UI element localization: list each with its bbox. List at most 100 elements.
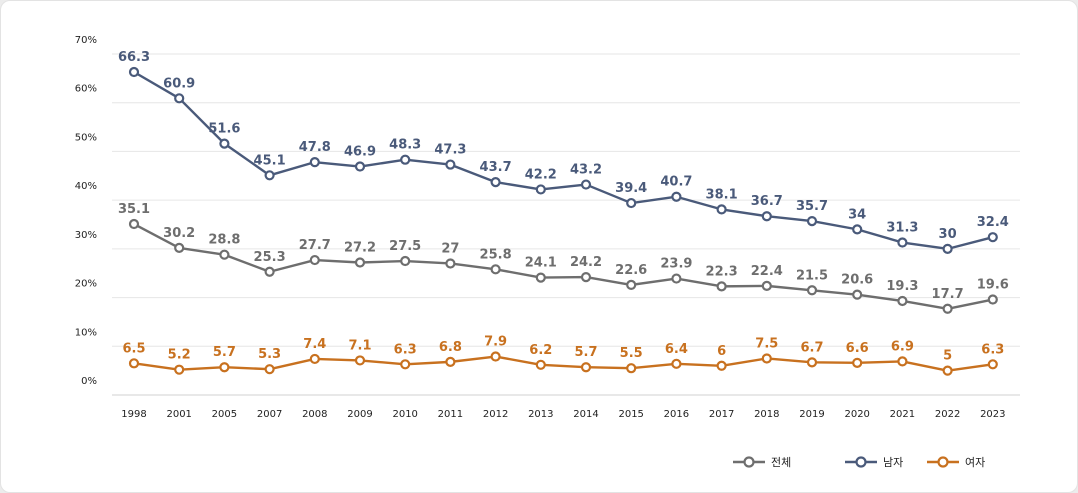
x-tick-label: 2008 xyxy=(302,409,327,420)
data-point xyxy=(354,355,366,366)
x-tick-label: 2018 xyxy=(754,409,779,420)
data-label: 20.6 xyxy=(841,273,873,288)
data-point xyxy=(490,264,501,275)
data-label: 23.9 xyxy=(660,257,692,272)
data-point xyxy=(535,184,546,195)
data-point xyxy=(761,211,772,222)
data-label: 66.3 xyxy=(118,50,150,65)
data-point xyxy=(987,232,998,243)
data-point xyxy=(626,279,637,291)
data-label: 43.2 xyxy=(570,163,602,178)
data-label: 6.6 xyxy=(846,341,869,356)
x-tick-label: 2014 xyxy=(573,409,598,420)
data-point xyxy=(897,237,908,248)
data-point xyxy=(400,359,411,370)
data-label: 5.5 xyxy=(620,346,643,361)
y-tick-label: 20% xyxy=(75,279,97,290)
x-tick-label: 2012 xyxy=(483,409,508,420)
series-line xyxy=(133,70,994,251)
x-tick-label: 2007 xyxy=(257,409,282,420)
data-point xyxy=(716,281,727,292)
x-tick-label: 2009 xyxy=(347,409,372,420)
data-label: 19.3 xyxy=(886,279,918,294)
data-point xyxy=(535,359,546,370)
data-point xyxy=(806,285,818,296)
data-label: 40.7 xyxy=(660,175,692,190)
data-point xyxy=(580,179,592,190)
y-tick-label: 60% xyxy=(75,84,97,95)
data-label: 25.8 xyxy=(480,247,512,262)
data-label: 25.3 xyxy=(254,250,286,265)
legend-swatch-marker xyxy=(937,456,949,468)
x-tick-label: 2021 xyxy=(890,409,915,420)
data-label: 51.6 xyxy=(208,122,240,137)
data-label: 32.4 xyxy=(977,215,1009,230)
data-label: 6.2 xyxy=(529,343,552,358)
data-label: 47.3 xyxy=(434,143,466,158)
y-tick-label: 70% xyxy=(75,35,97,46)
series-line xyxy=(133,355,993,372)
data-point xyxy=(445,258,456,269)
series-line xyxy=(133,222,994,310)
data-label: 60.9 xyxy=(163,76,195,91)
data-label: 42.2 xyxy=(525,167,557,182)
data-point xyxy=(852,289,863,300)
data-label: 48.3 xyxy=(389,138,421,153)
data-label: 34 xyxy=(848,207,866,222)
data-point xyxy=(219,138,230,149)
data-label: 30.2 xyxy=(163,226,195,241)
data-label: 39.4 xyxy=(615,181,647,196)
data-point xyxy=(400,255,411,267)
data-point xyxy=(806,215,818,227)
data-label: 5.2 xyxy=(168,348,191,363)
data-point xyxy=(761,280,772,291)
x-tick-label: 2020 xyxy=(844,409,869,420)
data-label: 5.7 xyxy=(213,345,236,360)
x-tick-label: 2019 xyxy=(799,409,824,420)
data-point xyxy=(761,353,772,364)
data-label: 7.5 xyxy=(755,336,778,351)
data-point xyxy=(174,93,185,104)
data-point xyxy=(128,218,140,230)
data-point xyxy=(490,177,501,188)
data-label: 27.2 xyxy=(344,240,376,255)
data-point xyxy=(445,159,456,170)
data-label: 36.7 xyxy=(751,194,783,209)
y-tick-label: 40% xyxy=(75,181,97,192)
data-point xyxy=(987,294,998,305)
data-point xyxy=(942,303,953,314)
data-point xyxy=(309,157,320,168)
x-tick-label: 2017 xyxy=(709,409,734,420)
data-point xyxy=(219,249,230,260)
data-label: 7.4 xyxy=(303,337,326,352)
data-point xyxy=(897,295,908,307)
data-label: 7.1 xyxy=(348,338,371,353)
data-label: 27.5 xyxy=(389,239,421,254)
data-label: 6.9 xyxy=(891,339,914,354)
data-point xyxy=(987,359,998,370)
data-label: 22.3 xyxy=(706,264,738,279)
x-tick-label: 2016 xyxy=(664,409,689,420)
data-label: 6 xyxy=(717,344,726,359)
y-tick-label: 50% xyxy=(75,132,97,143)
data-label: 5.7 xyxy=(574,345,597,360)
data-label: 31.3 xyxy=(886,221,918,236)
data-point xyxy=(174,364,185,375)
data-point xyxy=(852,357,863,368)
data-point xyxy=(942,365,953,376)
x-tick-label: 2013 xyxy=(528,409,553,420)
data-label: 24.1 xyxy=(525,256,557,271)
y-tick-label: 30% xyxy=(75,230,97,241)
data-point xyxy=(445,356,456,367)
data-point xyxy=(128,358,140,369)
data-point xyxy=(354,161,366,172)
data-label: 35.7 xyxy=(796,199,828,214)
data-label: 30 xyxy=(939,227,957,242)
data-label: 45.1 xyxy=(254,153,286,168)
x-tick-label: 2015 xyxy=(618,409,643,420)
data-point xyxy=(580,272,592,283)
data-label: 6.3 xyxy=(394,342,417,357)
data-label: 27 xyxy=(441,241,459,256)
data-label: 38.1 xyxy=(706,187,738,202)
data-point xyxy=(897,356,908,367)
